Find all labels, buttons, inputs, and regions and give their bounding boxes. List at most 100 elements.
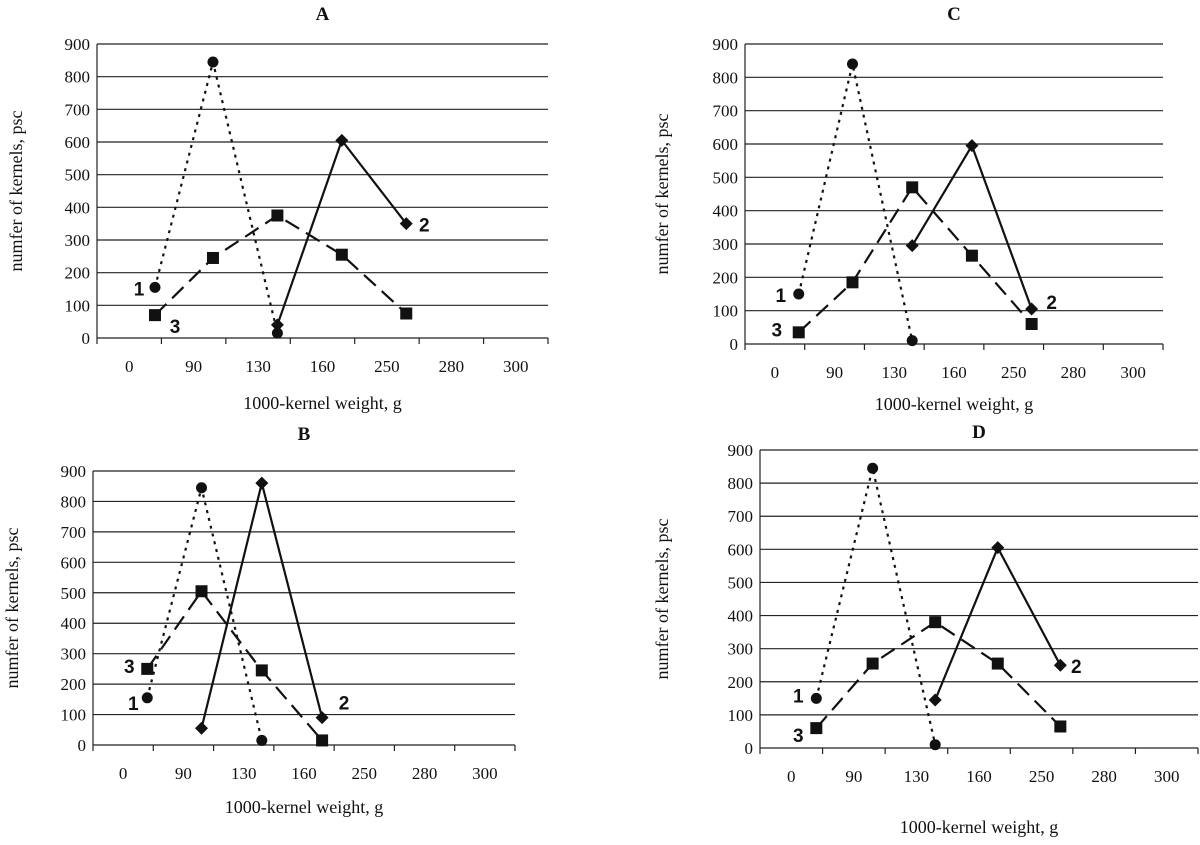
series-2-label: 2 xyxy=(419,216,430,237)
series-3-point xyxy=(141,662,154,675)
y-tick-label: 800 xyxy=(728,474,754,493)
y-tick-label: 500 xyxy=(61,584,87,603)
series-1-point xyxy=(256,734,268,746)
x-tick-label: 160 xyxy=(310,357,336,376)
y-tick-label: 100 xyxy=(728,706,754,725)
x-tick-label: 0 xyxy=(119,764,128,783)
y-tick-label: 300 xyxy=(728,640,754,659)
y-tick-label: 700 xyxy=(728,507,754,526)
series-2-point xyxy=(928,693,942,707)
series-3-point xyxy=(400,307,413,320)
x-tick-label: 90 xyxy=(826,363,843,382)
series-2-label: 2 xyxy=(1046,293,1057,314)
series-1-point xyxy=(867,462,879,474)
series-1-line xyxy=(153,61,279,334)
series-1-line xyxy=(815,467,937,745)
y-tick-label: 400 xyxy=(713,202,739,221)
series-3-point xyxy=(255,664,268,677)
series-3-point xyxy=(792,326,805,339)
x-tick-label: 300 xyxy=(1120,363,1146,382)
y-tick-label: 0 xyxy=(82,329,91,348)
series-3-point xyxy=(148,309,161,322)
series-1-point xyxy=(929,739,941,751)
x-tick-label: 280 xyxy=(439,357,465,376)
x-tick-label: 160 xyxy=(291,764,317,783)
series-1-point xyxy=(207,56,219,68)
x-tick-label: 300 xyxy=(1154,767,1180,786)
y-tick-label: 800 xyxy=(65,68,91,87)
series-2-point xyxy=(255,476,269,490)
series-3-label: 3 xyxy=(124,657,135,678)
x-tick-label: 0 xyxy=(125,357,134,376)
series-2-label: 2 xyxy=(339,694,350,715)
y-tick-label: 400 xyxy=(728,607,754,626)
series-3-point xyxy=(866,657,879,670)
x-axis-label: 1000-kernel weight, g xyxy=(900,817,1058,837)
x-tick-label: 280 xyxy=(1061,363,1087,382)
x-tick-label: 130 xyxy=(245,357,271,376)
x-tick-label: 250 xyxy=(352,764,378,783)
y-tick-label: 100 xyxy=(713,302,739,321)
series-3-point xyxy=(271,209,284,222)
series-2-point xyxy=(991,541,1005,555)
series-3-point xyxy=(195,585,208,598)
series-2-line xyxy=(934,545,1062,701)
series-1-point xyxy=(141,692,153,704)
y-tick-label: 700 xyxy=(65,100,91,119)
y-tick-label: 600 xyxy=(65,133,91,152)
y-tick-label: 200 xyxy=(61,675,87,694)
x-tick-label: 90 xyxy=(175,764,192,783)
series-1-point xyxy=(906,335,918,347)
series-1-point xyxy=(271,327,283,339)
series-3-point xyxy=(929,616,942,629)
series-1-point xyxy=(196,482,208,494)
panel-c: 0 100 200 300 400 500 600 700 800 900 0 90 130 160 250… xyxy=(652,4,1164,414)
y-axis-label: numfer of kernels, psc xyxy=(2,528,22,689)
series-3-line xyxy=(154,214,407,316)
series-1-label: 1 xyxy=(775,286,786,307)
y-tick-label: 200 xyxy=(65,264,91,283)
x-tick-label: 0 xyxy=(787,767,796,786)
y-tick-label: 600 xyxy=(61,553,87,572)
panel-title: C xyxy=(947,4,961,25)
y-tick-label: 900 xyxy=(65,35,91,54)
x-tick-label: 90 xyxy=(845,767,862,786)
panel-title: D xyxy=(972,422,986,443)
series-1-point xyxy=(846,58,858,70)
y-tick-label: 800 xyxy=(713,68,739,87)
x-tick-label: 160 xyxy=(966,767,992,786)
x-tick-label: 280 xyxy=(412,764,438,783)
series-3-label: 3 xyxy=(771,320,782,341)
series-1-label: 1 xyxy=(134,279,145,300)
series-3-line xyxy=(146,589,323,742)
series-3-label: 3 xyxy=(170,317,181,338)
x-tick-label: 300 xyxy=(503,357,529,376)
y-tick-label: 500 xyxy=(65,166,91,185)
x-axis-label: 1000-kernel weight, g xyxy=(243,393,401,413)
series-3-point xyxy=(846,276,859,289)
y-axis-label: numfer of kernels, psc xyxy=(6,111,26,272)
y-tick-label: 200 xyxy=(728,673,754,692)
series-1-line xyxy=(146,487,263,741)
y-tick-label: 300 xyxy=(61,645,87,664)
panel-title: B xyxy=(298,424,311,445)
x-tick-label: 130 xyxy=(904,767,930,786)
series-1-label: 1 xyxy=(128,694,139,715)
series-3-point xyxy=(906,181,919,194)
panel-title: A xyxy=(316,4,330,25)
series-3-point xyxy=(991,657,1004,670)
y-tick-label: 400 xyxy=(61,614,87,633)
y-tick-label: 400 xyxy=(65,198,91,217)
y-tick-label: 900 xyxy=(61,462,87,481)
series-2-point xyxy=(315,711,329,725)
series-1-line xyxy=(797,63,914,341)
panel-b: 0 100 200 300 400 500 600 700 800 900 0 90 130 160 250… xyxy=(2,424,516,817)
y-tick-label: 200 xyxy=(713,268,739,287)
series-2-point xyxy=(905,239,919,253)
series-2-point xyxy=(335,133,349,147)
x-tick-label: 300 xyxy=(472,764,498,783)
y-tick-label: 600 xyxy=(728,540,754,559)
y-tick-label: 900 xyxy=(713,35,739,54)
y-tick-label: 800 xyxy=(61,492,87,511)
